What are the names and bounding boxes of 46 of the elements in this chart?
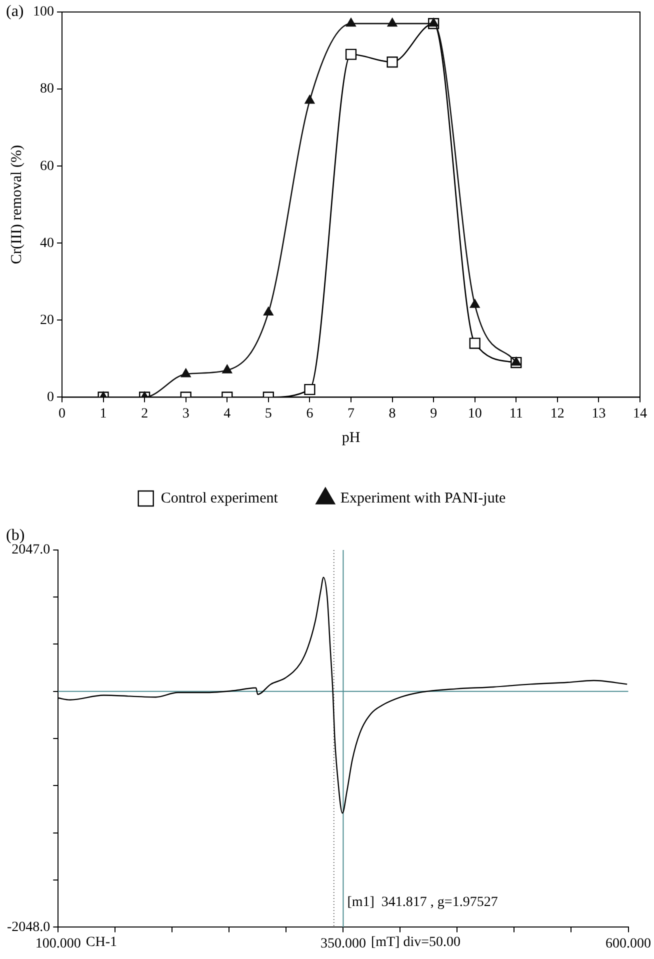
y-tick-label: 0 — [47, 390, 54, 405]
point — [428, 18, 438, 27]
x-tick-label: 13 — [592, 406, 606, 422]
x-tick-label: 14 — [633, 406, 647, 422]
y-tick-label: 80 — [40, 82, 54, 97]
point — [346, 18, 356, 27]
y-axis-title: Cr(III) removal (%) — [8, 145, 25, 264]
x-tick-label: 11 — [509, 406, 523, 422]
x-tick-label: 7 — [348, 406, 354, 422]
x-tick-label: 100.000 — [35, 936, 81, 952]
point — [511, 356, 522, 366]
x-tick-label: 1 — [100, 406, 107, 422]
y-tick-label: 20 — [40, 312, 54, 328]
text: (b) — [6, 527, 25, 544]
point — [264, 306, 274, 316]
x-tick-label: 3 — [182, 406, 190, 422]
text: (a) — [6, 3, 24, 20]
y-tick-label: 2047.0 — [12, 542, 50, 558]
x-tick-label: 4 — [224, 406, 231, 422]
x-tick-label: 350.000 — [320, 936, 366, 952]
point — [345, 48, 357, 60]
ref-line-label: [m1] 341.817 , g=1.97527 — [347, 894, 498, 910]
point — [304, 94, 315, 104]
x-axis-title: [mT] div=50.00 — [370, 934, 461, 950]
x-tick-label: 6 — [306, 406, 314, 422]
point — [386, 56, 398, 68]
y-tick-label: 60 — [40, 158, 54, 174]
x-tick-label: 600.000 — [606, 936, 651, 952]
y-tick-label: -2048.0 — [6, 920, 50, 935]
x-tick-label: 12 — [550, 406, 564, 422]
point — [387, 18, 398, 27]
text: CH-1 — [86, 934, 118, 950]
point — [470, 299, 480, 308]
x-tick-label: 10 — [468, 406, 482, 422]
x-tick-label: 2 — [141, 406, 148, 422]
point — [222, 364, 232, 374]
y-tick-label: 100 — [33, 4, 54, 20]
x-tick-label: 5 — [264, 406, 272, 422]
x-axis-title: pH — [342, 430, 360, 446]
legend-label: Control experiment — [160, 490, 279, 506]
legend-label: Experiment with PANI-jute — [340, 490, 506, 506]
x-tick-label: 8 — [388, 406, 396, 422]
x-tick-label: 9 — [430, 406, 438, 422]
point — [180, 368, 191, 378]
y-tick-label: 40 — [40, 236, 54, 251]
x-tick-label: 0 — [58, 406, 66, 422]
